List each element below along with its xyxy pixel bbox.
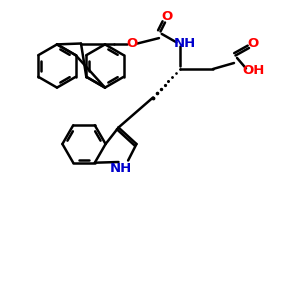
Text: O: O [248,37,259,50]
Text: OH: OH [242,64,265,77]
Text: O: O [126,37,138,50]
Text: NH: NH [173,37,196,50]
Text: NH: NH [110,161,132,175]
Text: O: O [161,10,172,23]
